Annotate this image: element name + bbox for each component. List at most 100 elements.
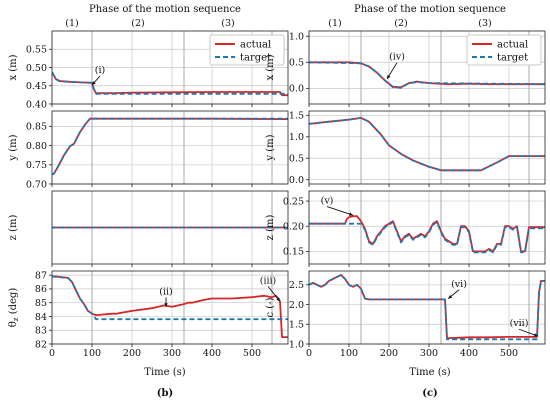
phase-label-left-0-0: (1) xyxy=(65,18,78,29)
legend-label-target-right-0: target xyxy=(497,53,528,64)
annotation-arrow-right-2-0 xyxy=(326,206,354,216)
annotation-text-right-0-0: (iv) xyxy=(389,52,405,63)
phase-label-left-0-2: (3) xyxy=(221,18,234,29)
ytick-label-left-3-4: 86 xyxy=(35,284,47,295)
series-group-left-3 xyxy=(52,275,288,339)
top-title-left: Phase of the motion sequence xyxy=(89,4,241,15)
ylabel-right-2: z (m) xyxy=(265,215,276,241)
ylabel-left-1: y (m) xyxy=(8,134,19,161)
ytick-label-right-3-1: 1.5 xyxy=(289,320,304,331)
ylabel-right-3: c (-) xyxy=(265,297,276,317)
series-actual-left-0 xyxy=(52,71,288,97)
ytick-label-right-3-0: 1.0 xyxy=(289,339,304,350)
series-actual-right-3 xyxy=(309,273,545,340)
legend-label-actual-left-0: actual xyxy=(240,40,271,51)
series-actual-left-3 xyxy=(52,275,288,339)
xtick-label-left-3-1: 100 xyxy=(83,348,101,359)
series-target-right-1 xyxy=(309,117,545,172)
ytick-label-left-0-2: 0.50 xyxy=(26,63,47,74)
ytick-label-left-1-1: 0.75 xyxy=(26,160,47,171)
ytick-label-right-3-2: 2.0 xyxy=(289,300,304,311)
annotation-arrowhead-right-0-0 xyxy=(387,75,391,79)
sublabel-c: (c) xyxy=(422,388,438,399)
series-target-left-0 xyxy=(52,71,288,95)
ytick-label-left-3-5: 87 xyxy=(35,270,47,281)
series-actual-right-2 xyxy=(309,215,545,253)
series-target-left-1 xyxy=(52,117,288,176)
series-group-left-1 xyxy=(52,117,288,176)
ytick-label-left-0-0: 0.40 xyxy=(26,99,47,110)
xtick-label-right-3-1: 100 xyxy=(340,348,358,359)
ylabel-left-3: θz (deg) xyxy=(8,288,20,328)
sublabel-b: (b) xyxy=(157,388,173,399)
ytick-label-left-3-2: 84 xyxy=(35,312,47,323)
legend-box-left-0 xyxy=(209,34,285,66)
ytick-label-right-2-2: 0.25 xyxy=(283,196,304,207)
ytick-label-right-2-1: 0.20 xyxy=(283,222,304,233)
xtick-label-left-3-5: 500 xyxy=(243,348,261,359)
ylabel-right-1: y (m) xyxy=(265,134,276,161)
annotation-arrowhead-right-3-1 xyxy=(533,333,538,337)
annotation-arrowhead-left-0-0 xyxy=(92,81,96,85)
series-target-right-3 xyxy=(309,273,545,341)
phase-label-right-0-2: (3) xyxy=(478,18,491,29)
ytick-label-right-1-3: 1.5 xyxy=(289,111,304,122)
annotation-arrowhead-left-3-0 xyxy=(164,303,168,307)
ytick-label-right-2-0: 0.15 xyxy=(283,247,304,258)
ytick-label-left-3-3: 85 xyxy=(35,298,47,309)
phase-label-right-0-1: (2) xyxy=(394,18,407,29)
ytick-label-right-0-1: 0.5 xyxy=(289,58,304,69)
axes-frame-right-0 xyxy=(308,30,546,105)
axes-frame-right-1 xyxy=(308,110,546,185)
frame-layer xyxy=(49,30,546,347)
top-title-right: Phase of the motion sequence xyxy=(354,4,506,15)
axes-frame-left-3 xyxy=(51,270,289,345)
phase-label-right-0-0: (1) xyxy=(328,18,341,29)
annotation-arrowhead-left-3-1 xyxy=(276,297,280,302)
xtick-label-left-3-4: 400 xyxy=(203,348,221,359)
series-target-left-3 xyxy=(52,275,288,321)
annotation-text-right-3-0: (vi) xyxy=(451,279,467,290)
dynamic-text-layer: 0.400.450.500.55x (m)(1) (2) (3)actualtarg… xyxy=(8,18,542,359)
series-target-right-0 xyxy=(309,61,545,89)
annotation-text-left-0-0: (i) xyxy=(95,65,105,76)
xtick-label-right-3-4: 400 xyxy=(460,348,478,359)
series-group-right-3 xyxy=(309,273,545,341)
annotation-text-right-2-0: (v) xyxy=(321,196,334,207)
grid-layer xyxy=(51,31,545,345)
ylabel-left-0: x (m) xyxy=(8,54,19,80)
ytick-label-right-0-2: 1.0 xyxy=(289,32,304,43)
xlabel-left: Time (s) xyxy=(144,367,185,378)
ytick-label-left-3-0: 82 xyxy=(35,339,47,350)
axes-frame-left-1 xyxy=(51,110,289,185)
series-actual-left-1 xyxy=(52,117,288,176)
series-group-right-0 xyxy=(309,61,545,89)
series-target-right-2 xyxy=(309,221,545,254)
ytick-label-right-1-2: 1.0 xyxy=(289,132,304,143)
ylabel-left-2: z (m) xyxy=(8,215,19,241)
axes-frame-right-2 xyxy=(308,190,546,265)
phase-label-left-0-1: (2) xyxy=(131,18,144,29)
ytick-label-right-1-0: 0.0 xyxy=(289,175,304,186)
ytick-label-left-0-1: 0.45 xyxy=(26,81,47,92)
legend-label-target-left-0: target xyxy=(240,53,271,64)
xtick-label-left-3-0: 0 xyxy=(49,348,55,359)
annotation-arrowhead-right-3-0 xyxy=(448,295,453,299)
plot-layer xyxy=(52,61,545,341)
series-group-right-2 xyxy=(309,215,545,254)
ytick-label-right-3-3: 2.5 xyxy=(289,280,304,291)
annotation-arrowhead-right-2-0 xyxy=(349,212,353,216)
series-group-left-0 xyxy=(52,71,288,97)
ytick-label-left-1-2: 0.80 xyxy=(26,141,47,152)
xtick-label-left-3-2: 200 xyxy=(123,348,141,359)
ytick-label-right-1-1: 0.5 xyxy=(289,154,304,165)
axes-frame-right-3 xyxy=(308,270,546,345)
xlabel-right: Time (s) xyxy=(409,367,450,378)
axes-frame-left-2 xyxy=(51,190,289,265)
legend-label-actual-right-0: actual xyxy=(497,40,528,51)
ytick-label-left-1-0: 0.70 xyxy=(26,179,47,190)
xtick-label-right-3-2: 200 xyxy=(380,348,398,359)
xtick-label-right-3-3: 300 xyxy=(420,348,438,359)
ytick-label-right-0-0: 0.0 xyxy=(289,84,304,95)
